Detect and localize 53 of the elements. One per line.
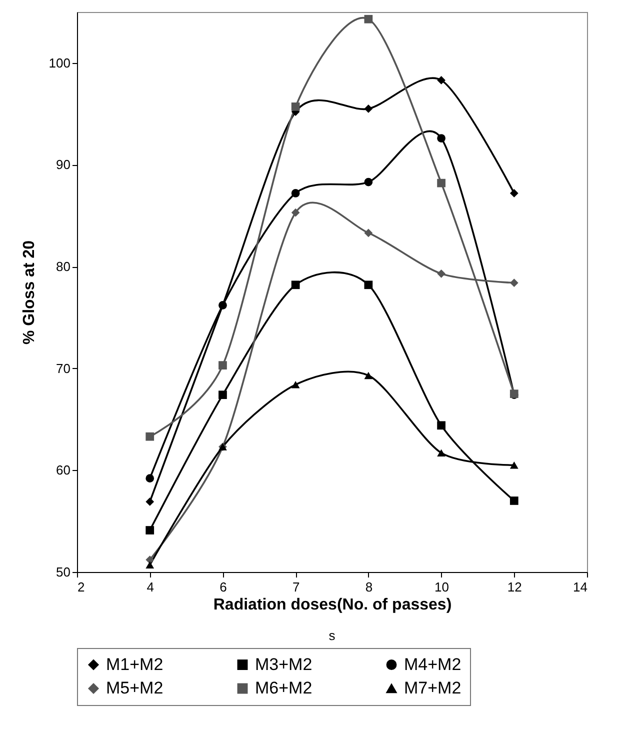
legend-label: M5+M2 (106, 678, 164, 698)
point (510, 278, 518, 288)
point (291, 381, 300, 388)
point (146, 556, 154, 564)
x-tick-label: 6 (220, 580, 227, 594)
x-tick-label: 10 (434, 580, 450, 594)
point (218, 301, 227, 310)
point (291, 208, 300, 217)
y-tick-label: 80 (56, 259, 70, 274)
x-tick-label: 4 (146, 580, 154, 594)
point (146, 498, 154, 506)
point (364, 14, 373, 24)
x-tick-label: 14 (573, 580, 588, 594)
legend-label: M1+M2 (106, 654, 164, 674)
point (437, 269, 446, 278)
point (364, 228, 373, 238)
point (364, 280, 373, 290)
point (437, 178, 446, 188)
point (291, 280, 300, 290)
x-tick-label: 8 (365, 580, 373, 594)
x-tick-label: 2 (78, 580, 85, 594)
y-tick-label: 70 (56, 360, 70, 376)
legend-label: M6+M2 (255, 678, 312, 698)
point (146, 474, 154, 482)
point (510, 496, 518, 505)
point (291, 102, 300, 111)
x-axis-title: Radiation doses(No. of passes) (213, 596, 452, 614)
y-tick-label: 50 (56, 564, 70, 580)
point (218, 361, 227, 370)
x-tick-label: 12 (507, 580, 522, 594)
point (291, 189, 300, 198)
point (146, 432, 154, 441)
legend-label: M3+M2 (255, 654, 312, 674)
y-tick-label: 100 (48, 55, 70, 70)
y-tick-label: 60 (56, 462, 70, 478)
point (437, 449, 446, 456)
point (146, 526, 154, 534)
y-axis-title: % Gloss at 20 (20, 240, 38, 345)
point (364, 372, 373, 380)
point (218, 390, 227, 400)
point (364, 178, 373, 186)
point (364, 104, 373, 113)
legend-label: M7+M2 (404, 678, 462, 698)
point (437, 421, 446, 430)
point (510, 461, 518, 469)
y-tick-label: 90 (56, 157, 70, 172)
legend-label: M4+M2 (404, 654, 462, 674)
x-tick-label: 7 (292, 580, 300, 594)
point (510, 189, 518, 198)
point (437, 76, 446, 84)
point (437, 134, 446, 142)
point (146, 561, 154, 568)
text: s (328, 628, 336, 643)
